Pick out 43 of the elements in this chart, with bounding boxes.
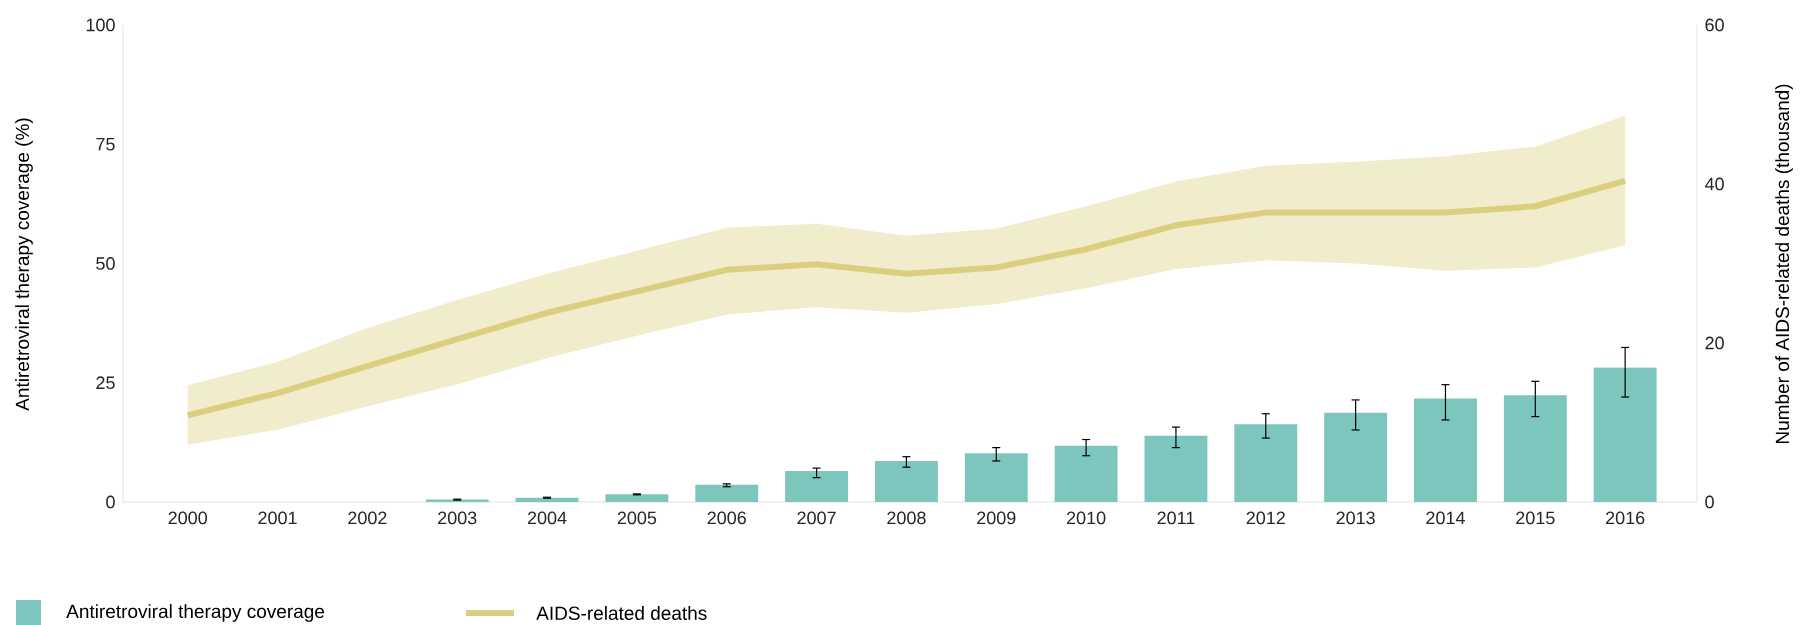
x-tick-label: 2016 — [1606, 511, 1645, 525]
y-tick-label: 0 — [106, 495, 115, 509]
x-tick-label: 2014 — [1426, 511, 1465, 525]
x-tick-label: 2002 — [348, 511, 387, 525]
x-tick-label: 2008 — [887, 511, 926, 525]
x-tick-label: 2010 — [1066, 511, 1106, 525]
bar — [1414, 398, 1477, 502]
y2-tick-label: 60 — [1705, 18, 1724, 32]
bar — [1234, 424, 1298, 502]
bar — [785, 470, 849, 502]
legend-label: AIDS-related deaths — [536, 606, 707, 620]
x-tick-label: 2004 — [527, 511, 567, 525]
y2-tick-label: 40 — [1704, 177, 1724, 191]
y-tick-label: 25 — [96, 376, 115, 390]
bar — [964, 453, 1028, 502]
legend-label: Antiretroviral therapy coverage — [66, 604, 325, 622]
x-tick-label: 2009 — [977, 511, 1016, 525]
bar — [1054, 445, 1118, 502]
x-tick-label: 2001 — [258, 511, 297, 525]
bar — [515, 497, 579, 502]
y-tick-label: 75 — [96, 137, 115, 151]
x-tick-label: 2015 — [1516, 511, 1555, 525]
bar — [1593, 367, 1657, 502]
bar — [874, 460, 938, 502]
x-tick-label: 2005 — [617, 511, 657, 525]
bar — [1144, 435, 1208, 502]
x-tick-label: 2011 — [1157, 511, 1195, 525]
x-tick-label: 2006 — [707, 511, 746, 525]
bar — [695, 484, 759, 502]
x-tick-label: 2013 — [1336, 511, 1375, 525]
bar — [1324, 412, 1388, 502]
x-tick-label: 2000 — [168, 511, 208, 525]
y2-tick-label: 0 — [1705, 495, 1714, 509]
y2-tick-label: 20 — [1705, 336, 1724, 350]
bar — [605, 494, 669, 502]
x-tick-label: 2007 — [797, 511, 836, 525]
x-tick-label: 2003 — [438, 511, 477, 525]
y-tick-label: 50 — [96, 257, 115, 270]
x-tick-label: 2012 — [1246, 511, 1285, 525]
y2-axis-title: Number of AIDS-related deaths (thousand) — [1775, 84, 1793, 444]
bar — [1503, 395, 1567, 502]
y-axis-title: Antiretroviral therapy coverage (%) — [15, 118, 33, 411]
y-tick-label: 100 — [86, 18, 115, 32]
